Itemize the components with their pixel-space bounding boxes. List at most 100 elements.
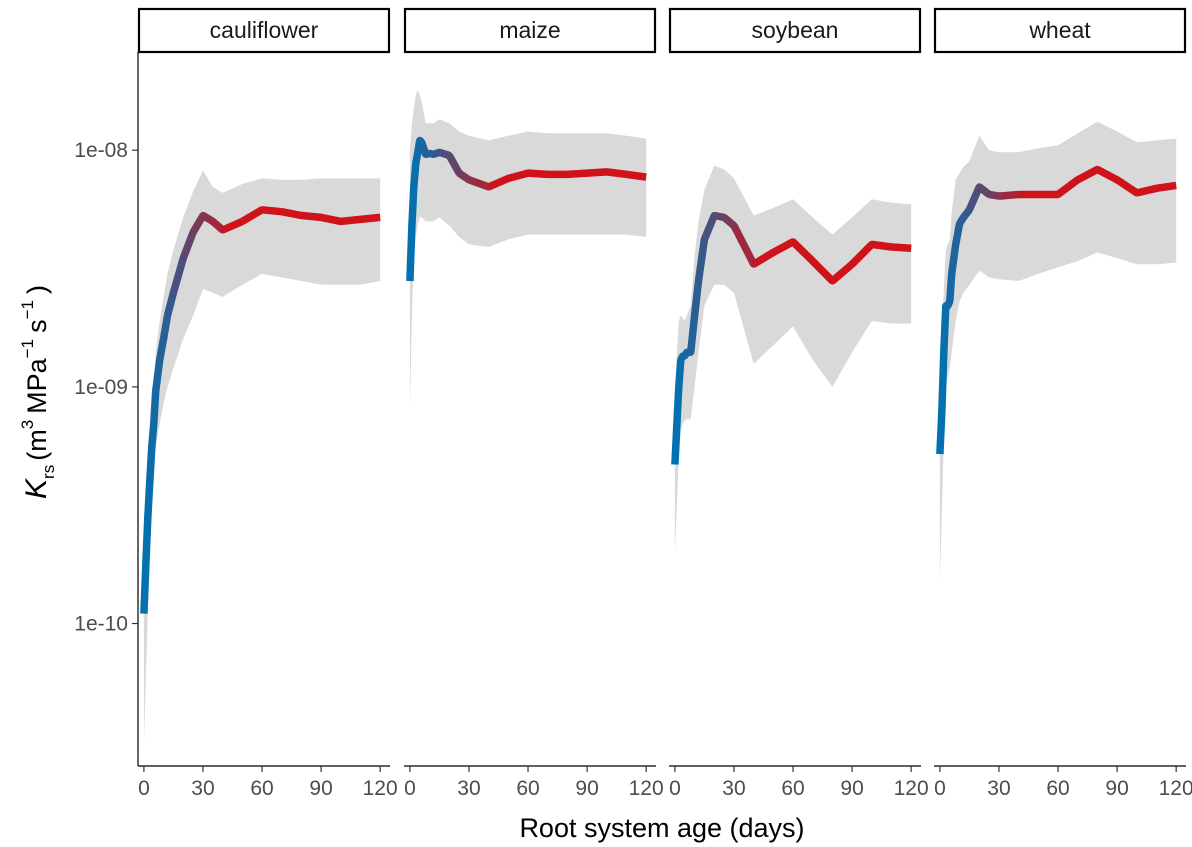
line-point [142,559,150,567]
line-point [189,228,197,236]
x-tick-label: 120 [894,777,929,800]
line-segment [700,214,718,241]
line-point [152,387,160,395]
x-tick-label: 60 [516,777,539,800]
line-segment [849,241,875,267]
line-point [356,215,365,223]
line-segment [694,238,709,282]
line-segment [730,223,758,266]
x-tick-label: 90 [575,777,598,800]
line-point [622,170,631,178]
line-point [435,148,443,156]
line-point [1034,190,1042,199]
x-tick-label: 90 [309,777,332,800]
y-tick-label: 1e-10 [74,613,128,636]
line-point [750,260,758,268]
line-segment [1055,176,1080,198]
line-segment [810,258,836,284]
line-point [144,514,152,522]
line-point [710,211,718,220]
y-title-exp1: 3 [18,420,37,429]
line-point [809,257,817,265]
y-title-symbol: K [20,477,53,499]
line-point [675,383,683,391]
line-point [1054,190,1062,199]
x-tick-label: 120 [363,777,398,800]
line-segment [690,280,703,317]
y-tick-label: 1e-09 [74,376,128,399]
line-point [544,170,552,178]
line-segment [771,238,795,256]
y-title-s: s [22,319,52,333]
x-tick-label: 90 [1105,777,1128,800]
strip-label: cauliflower [210,17,319,43]
line-point [504,174,512,182]
line-point [563,170,572,178]
line-point [199,211,207,220]
y-title-open: (m [22,429,52,460]
strip-box [137,7,391,54]
line-point [412,159,420,167]
strip-box [933,7,1187,54]
strip-label: maize [499,17,560,43]
line-point [691,312,699,320]
y-title-exp3: −1 [18,300,37,319]
line-point [956,219,964,228]
line-point [317,213,325,221]
line-point [429,150,438,158]
line-segment [965,185,983,212]
line-point [687,348,695,356]
line-segment [829,261,855,284]
x-tick-label: 120 [1159,777,1192,800]
line-segment [169,257,187,294]
line-point [952,240,960,248]
y-tick-label: 1e-08 [74,139,128,162]
line-point [148,442,156,451]
line-point [179,254,187,262]
line-point [940,348,948,356]
line-segment [406,225,416,282]
line-point [700,235,709,243]
line-point [150,419,158,428]
line-point [297,211,305,220]
line-point [946,297,954,305]
line-point [720,213,728,221]
confidence-ribbon [939,121,1177,582]
line-point [868,240,876,248]
strip-box [668,7,922,54]
line-segment [751,249,776,268]
line-segment [1095,166,1119,184]
strip-label: wheat [1028,17,1091,43]
x-tick-label: 0 [669,777,681,800]
confidence-ribbon [409,89,647,410]
line-point [485,183,493,191]
x-tick-label: 60 [250,777,273,800]
x-tick-label: 30 [457,777,480,800]
line-point [163,312,172,320]
x-tick-label: 120 [629,777,664,800]
line-segment [408,186,418,226]
line-point [258,206,266,214]
line-point [985,190,993,199]
line-segment [686,315,699,353]
line-point [169,289,177,297]
line-point [414,148,422,156]
line-point [789,238,797,246]
line-point [408,222,416,230]
x-tick-label: 60 [781,777,804,800]
line-point [887,243,896,251]
line-point [465,176,473,184]
line-point [455,169,463,177]
line-segment [675,359,685,388]
line-segment [148,423,158,447]
line-segment [673,386,683,424]
x-tick-label: 60 [1046,777,1069,800]
line-point [1093,165,1101,173]
line-point [603,168,611,176]
panel-wheat: wheat 0 30 60 90 120 [933,7,1192,800]
line-point [146,477,154,485]
line-point [848,260,856,268]
y-title-subscript: rs [39,465,58,479]
x-tick-label: 30 [987,777,1010,800]
